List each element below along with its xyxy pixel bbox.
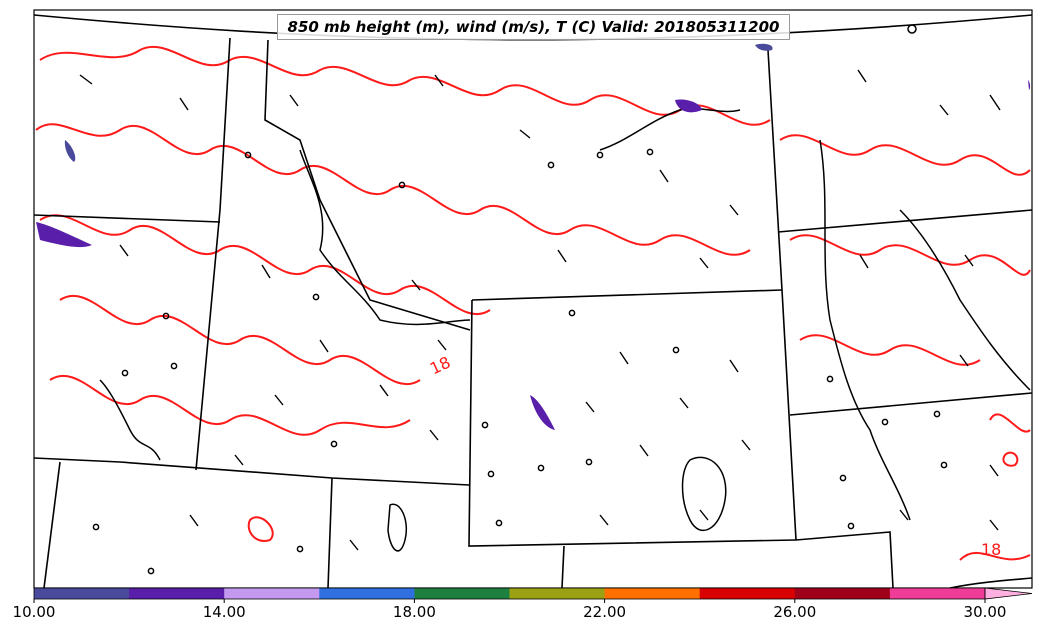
colorbar-segment	[129, 588, 225, 599]
colorbar-tick-label: 18.00	[392, 603, 436, 621]
colorbar-segment	[604, 588, 701, 599]
colorbar-tick-label: 30.00	[963, 603, 1007, 621]
colorbar-segment	[699, 588, 796, 599]
colorbar-segment	[224, 588, 320, 599]
colorbar-segment	[794, 588, 891, 599]
wind-barbs	[79, 69, 1001, 551]
colorbar-segment	[34, 588, 130, 599]
contour-label-18-east: 18	[981, 540, 1002, 559]
colorbar-segment	[889, 588, 986, 599]
colorbar-tick-label: 10.00	[12, 603, 56, 621]
title-box: 850 mb height (m), wind (m/s), T (C) Val…	[277, 14, 790, 40]
colorbar-segment	[414, 588, 510, 599]
terrain-contours	[99, 107, 1031, 552]
colorbar-tick-label: 26.00	[773, 603, 817, 621]
map-frame	[33, 9, 1033, 589]
colorbar	[33, 587, 1033, 600]
colorbar-ticks	[33, 599, 986, 603]
station-markers	[92, 24, 948, 575]
map-title: 850 mb height (m), wind (m/s), T (C) Val…	[287, 18, 780, 36]
colorbar-segment	[509, 588, 606, 599]
colorbar-segment	[319, 588, 415, 599]
colorbar-outline	[33, 587, 986, 600]
colorbar-tick-label: 22.00	[583, 603, 627, 621]
temperature-contours	[35, 45, 1031, 561]
colorbar-tick-label: 14.00	[202, 603, 246, 621]
shaded-areas	[36, 43, 1031, 430]
colorbar-extend-arrow	[984, 587, 1033, 600]
